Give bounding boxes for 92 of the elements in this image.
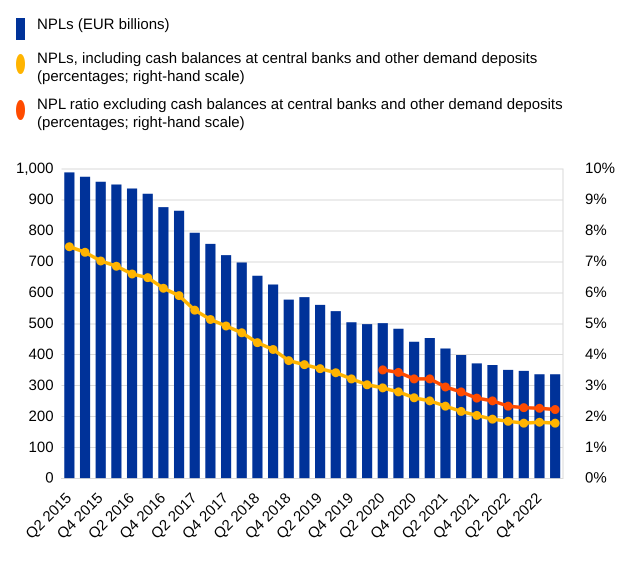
- point: [80, 248, 90, 257]
- y2-tick-label: 9%: [584, 191, 607, 208]
- legend-label: NPLs, including cash balances at central banks and other demand deposits (percentages; right-hand scale): [37, 50, 538, 86]
- bar: [236, 262, 247, 478]
- point: [143, 273, 152, 282]
- point: [425, 374, 434, 384]
- point: [64, 242, 74, 252]
- point: [456, 387, 466, 396]
- bar: [268, 284, 278, 478]
- y-tick-label: 200: [28, 408, 54, 425]
- point: [112, 262, 121, 271]
- point: [440, 402, 450, 411]
- point: [410, 374, 419, 384]
- y2-tick-label: 1%: [584, 438, 607, 456]
- point: [158, 284, 168, 293]
- point: [346, 374, 356, 384]
- point: [519, 418, 528, 428]
- y-tick-label: 500: [28, 314, 54, 332]
- point: [222, 321, 231, 330]
- point: [534, 418, 544, 427]
- point: [504, 402, 513, 411]
- bar: [64, 172, 74, 478]
- point: [519, 403, 528, 412]
- point: [488, 414, 497, 424]
- point: [425, 396, 434, 406]
- point: [440, 382, 450, 392]
- bar: [284, 300, 294, 478]
- bar: [378, 323, 388, 478]
- bar: [315, 304, 326, 478]
- point: [190, 306, 200, 315]
- point: [96, 256, 106, 266]
- y-tick-label: 800: [28, 222, 54, 240]
- y-tick-label: 300: [28, 376, 54, 394]
- y2-tick-label: 4%: [584, 346, 607, 363]
- y2-tick-label: 5%: [584, 314, 607, 332]
- point: [550, 418, 560, 428]
- bar: [80, 176, 90, 478]
- point: [237, 328, 246, 338]
- bar: [142, 194, 153, 478]
- y2-tick-label: 6%: [584, 284, 607, 301]
- bar: [220, 255, 232, 478]
- point: [206, 314, 215, 324]
- bar: [96, 182, 106, 478]
- point: [410, 393, 419, 402]
- legend-label: NPLs (EUR billions): [37, 16, 170, 34]
- legend-label: NPL ratio excluding cash balances at central banks and other demand deposits (percentages; right-hand scale): [37, 96, 564, 132]
- point: [284, 356, 294, 366]
- bar: [158, 207, 168, 478]
- y2-tick-label: 7%: [584, 253, 607, 270]
- point: [252, 338, 262, 348]
- point: [456, 406, 466, 416]
- point: [174, 291, 184, 300]
- y-tick-label: 0: [45, 470, 54, 487]
- y-tick-label: 700: [28, 253, 54, 270]
- point: [394, 368, 403, 377]
- bar: [346, 322, 357, 478]
- y2-tick-label: 3%: [584, 376, 607, 394]
- bar: [424, 338, 435, 478]
- bar: [299, 297, 310, 478]
- point: [394, 387, 403, 396]
- bar: [205, 244, 216, 478]
- y2-tick-label: 2%: [584, 408, 607, 425]
- point: [331, 368, 340, 378]
- y-tick-label: 400: [28, 346, 54, 363]
- y2-tick-label: 10%: [584, 160, 616, 178]
- point: [268, 344, 278, 354]
- bar: [252, 276, 263, 478]
- point: [472, 410, 482, 420]
- y-tick-label: 900: [28, 191, 54, 208]
- point: [316, 364, 325, 374]
- bar: [393, 328, 404, 478]
- point: [378, 383, 388, 392]
- bar: [111, 184, 122, 478]
- point: [362, 380, 372, 390]
- bar: [174, 210, 184, 478]
- bar: [362, 324, 372, 478]
- y-tick-label: 600: [28, 284, 54, 301]
- point: [378, 365, 388, 374]
- bar: [190, 232, 200, 478]
- point: [472, 394, 482, 403]
- y-tick-label: 100: [28, 438, 54, 456]
- point: [300, 360, 309, 370]
- y-tick-label: 1,000: [16, 160, 54, 178]
- bar: [330, 311, 341, 478]
- point: [504, 416, 513, 426]
- point: [128, 269, 137, 278]
- y2-tick-label: 0%: [584, 470, 607, 487]
- y2-tick-label: 8%: [584, 222, 607, 240]
- point: [550, 405, 560, 414]
- bar: [126, 188, 138, 478]
- point: [488, 396, 497, 406]
- point: [534, 404, 544, 413]
